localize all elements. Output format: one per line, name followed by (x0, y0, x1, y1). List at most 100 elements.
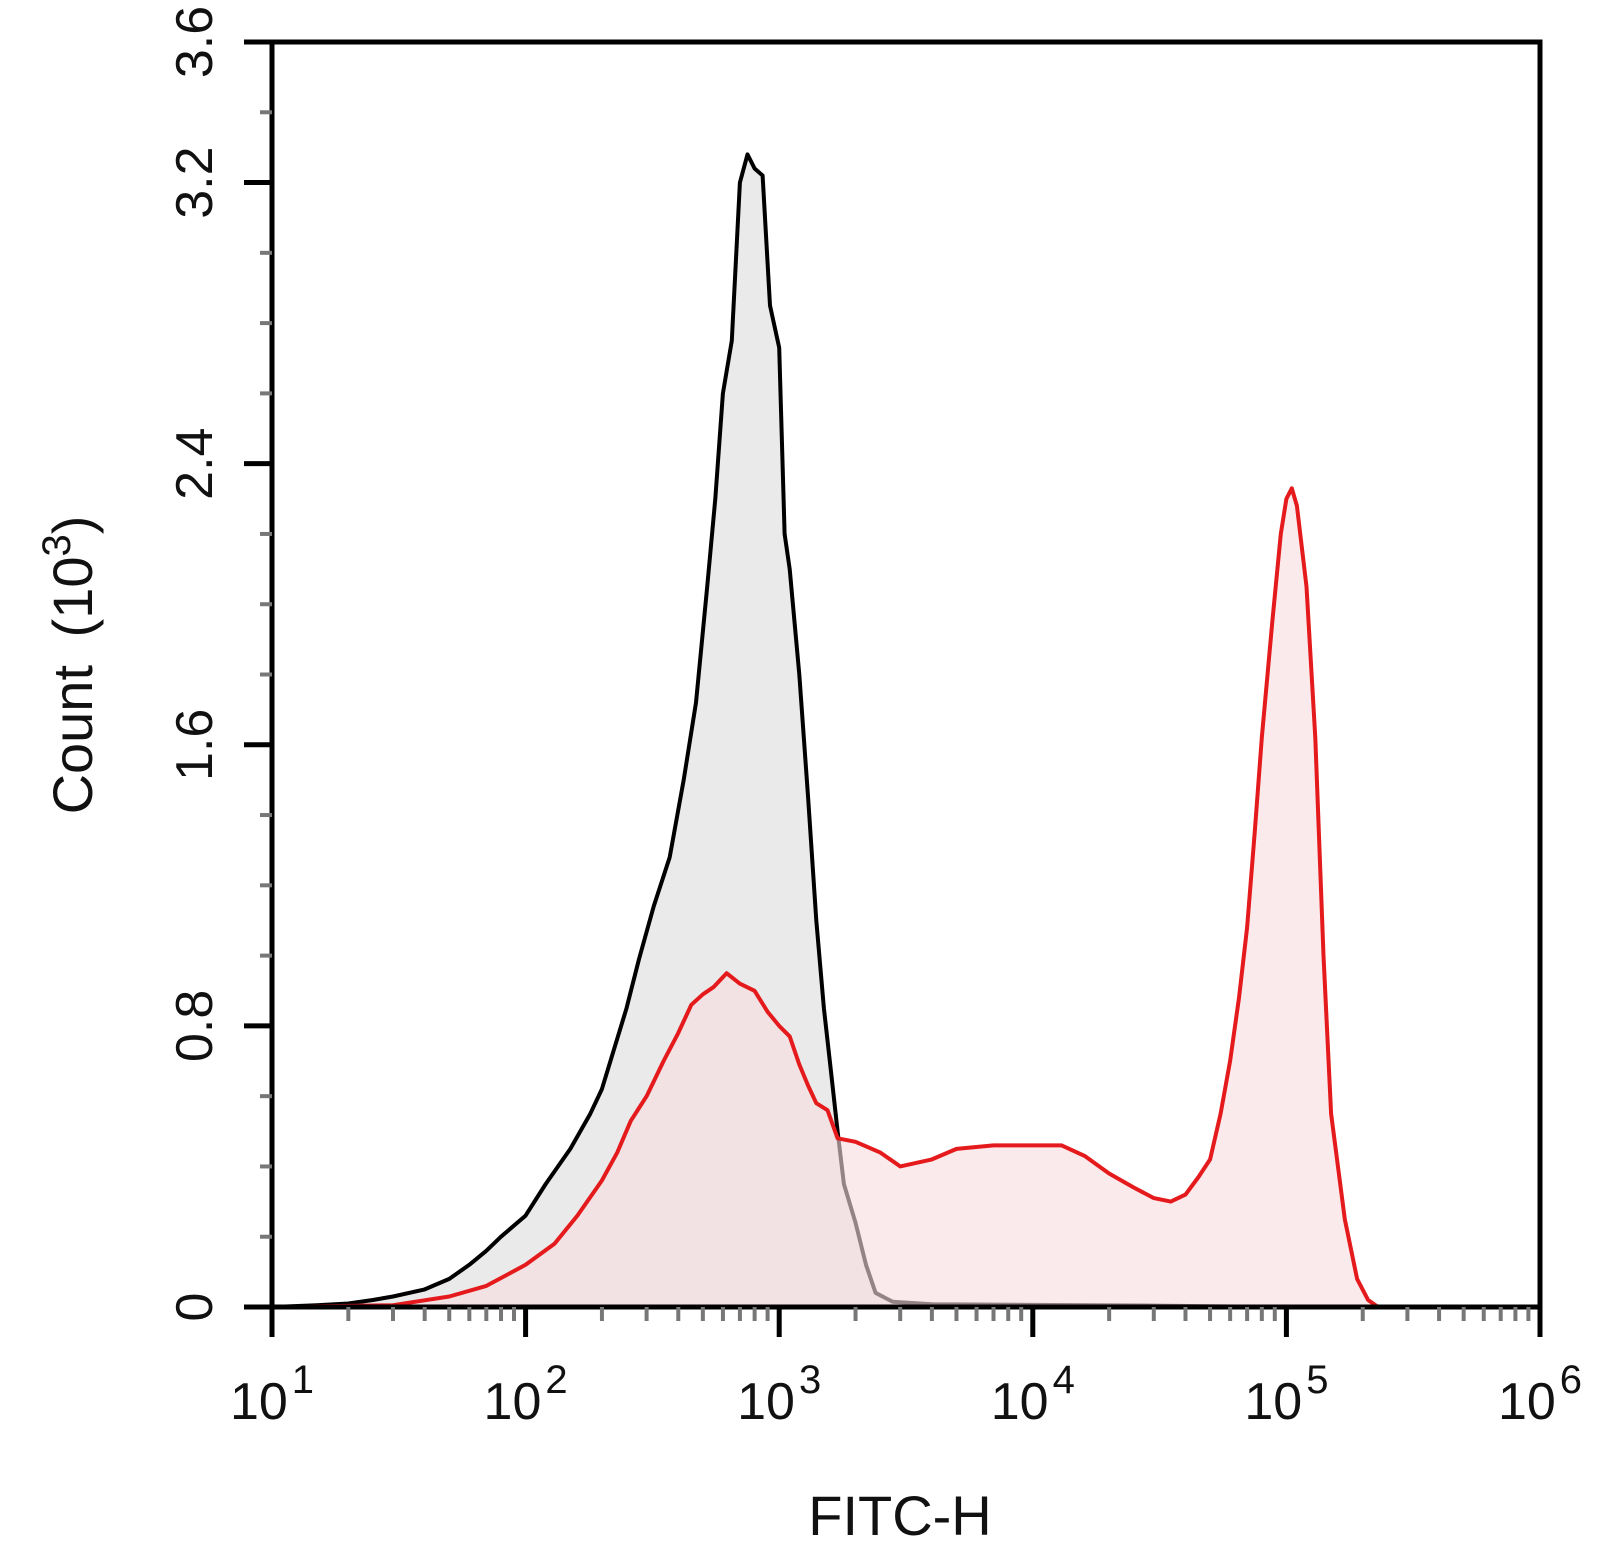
series-1-point-52 (1290, 487, 1293, 490)
series-0-point-32 (788, 568, 791, 571)
series-0-point-14 (600, 1088, 603, 1091)
series-1-point-47 (1253, 831, 1256, 834)
y-axis-title-open-paren: ( (41, 618, 104, 637)
y-tick-label: 0.8 (166, 990, 224, 1062)
series-1-point-21 (788, 1035, 791, 1038)
series-1-point-2 (448, 1295, 451, 1298)
series-1-point-4 (524, 1263, 527, 1266)
x-axis-title: FITC-H (808, 1484, 992, 1547)
series-0-point-15 (625, 1007, 628, 1010)
series-0-point-3 (371, 1299, 374, 1302)
series-0-point-19 (682, 778, 685, 781)
series-0-point-10 (524, 1214, 527, 1217)
series-1-point-36 (1108, 1172, 1111, 1175)
series-1-point-45 (1238, 996, 1241, 999)
series-0-point-25 (738, 181, 741, 184)
y-axis-title-label: Count (41, 665, 104, 815)
x-tick-label-base: 10 (484, 1373, 542, 1431)
series-0-point-9 (500, 1235, 503, 1238)
series-1-point-13 (690, 1003, 693, 1006)
x-tick-label: 10 2 (484, 1358, 568, 1431)
y-axis-title-close-paren: ) (41, 516, 104, 535)
series-1-point-30 (930, 1158, 933, 1161)
series-1-point-11 (662, 1060, 665, 1063)
series-0-point-24 (730, 339, 733, 342)
series-1-line (271, 486, 1380, 1309)
series-0-area (272, 154, 1287, 1307)
series-1-point-31 (955, 1147, 958, 1150)
series-0-point-27 (753, 167, 756, 170)
y-tick-label: 3.6 (166, 6, 224, 78)
series-1-point-6 (576, 1214, 579, 1217)
series-1-point-32 (992, 1144, 995, 1147)
series-0-point-33 (798, 673, 801, 676)
series-1-point-7 (600, 1179, 603, 1182)
y-tick-label: 2.4 (166, 428, 224, 500)
x-tick-label-base: 10 (230, 1373, 288, 1431)
series-0-point-31 (783, 532, 786, 535)
series-1-point-14 (701, 993, 704, 996)
series-1-point-46 (1246, 926, 1249, 929)
series-1-point-39 (1169, 1200, 1172, 1203)
series-1-point-35 (1083, 1154, 1086, 1157)
series-1-point-44 (1229, 1060, 1232, 1063)
x-tick-label: 10 4 (991, 1358, 1075, 1431)
series-1-point-51 (1285, 497, 1288, 500)
series-1-point-15 (712, 986, 715, 989)
x-tick-label-base: 10 (1244, 1373, 1302, 1431)
x-tick-label: 10 3 (737, 1358, 821, 1431)
series-0-point-26 (746, 153, 749, 156)
series-1-point-22 (798, 1063, 801, 1066)
plot-layer (271, 152, 1380, 1309)
x-tick-label-exp: 1 (292, 1358, 314, 1402)
series-0-point-5 (423, 1288, 426, 1291)
x-tick-label: 10 1 (230, 1358, 314, 1431)
series-1-point-50 (1279, 532, 1282, 535)
series-1-point-18 (753, 989, 756, 992)
x-tick-label-base: 10 (1498, 1373, 1556, 1431)
series-0-point-8 (485, 1249, 488, 1252)
series-0-point-13 (589, 1112, 592, 1115)
series-1-point-37 (1132, 1186, 1135, 1189)
series-0-point-34 (807, 796, 810, 799)
series-1-point-26 (836, 1137, 839, 1140)
series-1-point-41 (1197, 1176, 1200, 1179)
series-1-point-43 (1219, 1112, 1222, 1115)
series-1-point-59 (1356, 1277, 1359, 1280)
series-0-point-11 (544, 1183, 547, 1186)
series-0-point-37 (830, 1070, 833, 1073)
series-1-point-12 (677, 1031, 680, 1034)
y-tick-label: 3.2 (166, 146, 224, 218)
series-1-point-3 (485, 1284, 488, 1287)
series-0-point-23 (721, 392, 724, 395)
series-1-point-17 (738, 982, 741, 985)
series-1-point-19 (766, 1010, 769, 1013)
series-0-point-6 (448, 1277, 451, 1280)
series-1-point-60 (1367, 1299, 1370, 1302)
y-axis-title-unit-base: 10 (41, 556, 104, 618)
series-1-point-25 (826, 1109, 829, 1112)
series-0-point-17 (652, 905, 655, 908)
x-tick-label-exp: 5 (1306, 1358, 1328, 1402)
series-0-point-20 (695, 701, 698, 704)
series-1-point-28 (879, 1151, 882, 1154)
series-0-point-35 (815, 919, 818, 922)
series-1-point-34 (1060, 1144, 1063, 1147)
series-1-point-42 (1209, 1158, 1212, 1161)
x-tick-label-exp: 6 (1560, 1358, 1582, 1402)
series-0-point-4 (392, 1295, 395, 1298)
x-tick-label-exp: 3 (799, 1358, 821, 1402)
series-0-point-36 (822, 1007, 825, 1010)
series-1-point-9 (629, 1119, 632, 1122)
series-1-point-40 (1184, 1193, 1187, 1196)
series-1-point-27 (854, 1140, 857, 1143)
series-0-point-16 (638, 958, 641, 961)
y-tick-label: 1.6 (166, 709, 224, 781)
series-0-point-7 (468, 1263, 471, 1266)
plot-frame (269, 39, 1543, 1310)
series-1-area (272, 488, 1379, 1307)
x-tick-label-exp: 4 (1053, 1358, 1075, 1402)
x-tick-label-base: 10 (991, 1373, 1049, 1431)
series-1-point-10 (645, 1095, 648, 1098)
